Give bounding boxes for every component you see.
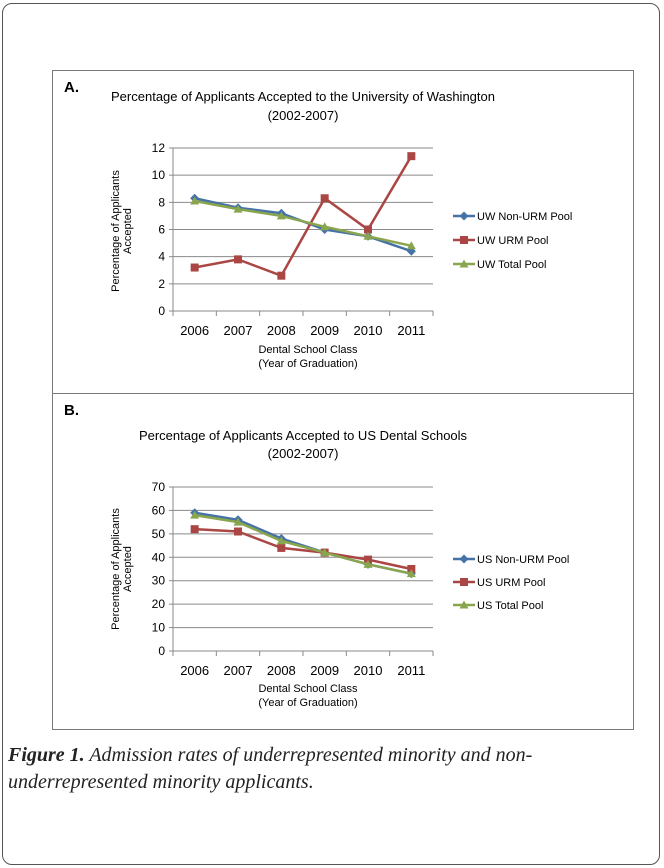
x-axis-sublabel-a: (Year of Graduation) bbox=[258, 358, 357, 370]
series-b-1 bbox=[190, 525, 416, 573]
x-tick-label-b: 2010 bbox=[354, 663, 383, 678]
data-point-b-2 bbox=[406, 569, 416, 578]
legend-marker-b-2 bbox=[459, 600, 469, 609]
data-point-b-2 bbox=[190, 510, 200, 519]
data-point-a-2 bbox=[233, 204, 243, 213]
x-tick-label-b: 2008 bbox=[267, 663, 296, 678]
data-point-a-1 bbox=[364, 225, 372, 234]
legend-marker-a-0 bbox=[459, 211, 469, 221]
x-axis-label-a: Dental School Class bbox=[258, 344, 358, 356]
y-tick-label-b: 50 bbox=[152, 527, 166, 541]
y-tick-label-b: 30 bbox=[152, 574, 166, 588]
chart-subtitle-b: (2002-2007) bbox=[268, 446, 339, 461]
legend-marker-b-0 bbox=[459, 554, 469, 564]
y-tick-label-a: 8 bbox=[158, 195, 165, 209]
y-tick-label-b: 60 bbox=[152, 503, 166, 517]
data-point-a-2 bbox=[276, 211, 286, 220]
y-tick-label-a: 4 bbox=[158, 250, 165, 264]
legend-marker-a-1 bbox=[460, 236, 468, 244]
legend-label-a-1: UW URM Pool bbox=[477, 235, 549, 247]
series-line-b-2 bbox=[194, 513, 412, 575]
y-tick-label-b: 70 bbox=[152, 480, 166, 494]
x-tick-label-a: 2010 bbox=[354, 323, 383, 338]
chart-title-a: Percentage of Applicants Accepted to the… bbox=[111, 89, 495, 104]
chart-subtitle-a: (2002-2007) bbox=[268, 108, 339, 123]
legend-label-b-0: US Non-URM Pool bbox=[477, 554, 569, 566]
data-point-a-1 bbox=[277, 271, 286, 280]
data-point-a-2 bbox=[363, 231, 373, 240]
y-axis-label-a: Percentage of Applicants bbox=[110, 170, 122, 292]
y-tick-label-b: 40 bbox=[152, 550, 166, 564]
panel-label-a: A. bbox=[64, 79, 79, 96]
data-point-b-1 bbox=[407, 565, 416, 573]
data-point-a-2 bbox=[320, 222, 330, 231]
legend-marker-a-2 bbox=[459, 259, 469, 268]
figure-caption: Figure 1. Admission rates of underrepres… bbox=[8, 742, 648, 796]
panel-label-b: B. bbox=[64, 402, 79, 419]
y-tick-label-a: 6 bbox=[158, 223, 165, 237]
chart-panel-a: A. Percentage of Applicants Accepted to t… bbox=[52, 70, 634, 394]
data-point-b-2 bbox=[363, 559, 373, 568]
data-point-a-1 bbox=[407, 152, 416, 161]
y-tick-label-b: 0 bbox=[158, 644, 165, 658]
x-tick-label-b: 2009 bbox=[310, 663, 339, 678]
y-tick-label-a: 10 bbox=[152, 168, 166, 182]
data-point-a-1 bbox=[320, 194, 329, 203]
y-tick-label-b: 20 bbox=[152, 597, 166, 611]
series-line-a-1 bbox=[194, 155, 413, 278]
caption-text: Admission rates of underrepresented mino… bbox=[8, 744, 533, 793]
x-tick-label-a: 2006 bbox=[180, 323, 209, 338]
series-line-a-2 bbox=[194, 199, 412, 248]
x-tick-label-a: 2007 bbox=[224, 323, 253, 338]
legend-label-a-2: UW Total Pool bbox=[477, 259, 547, 271]
x-tick-label-a: 2008 bbox=[267, 323, 296, 338]
data-point-a-2 bbox=[190, 196, 200, 205]
y-tick-label-a: 2 bbox=[158, 277, 165, 291]
legend-label-a-0: UW Non-URM Pool bbox=[477, 211, 572, 223]
legend-label-b-1: US URM Pool bbox=[477, 577, 545, 589]
data-point-b-1 bbox=[277, 543, 286, 552]
series-a-0 bbox=[190, 193, 416, 256]
x-tick-label-a: 2011 bbox=[397, 323, 425, 338]
x-axis-label-b: Dental School Class bbox=[258, 683, 358, 695]
x-tick-label-b: 2007 bbox=[224, 663, 253, 678]
data-point-a-2 bbox=[406, 241, 416, 250]
chart-b-svg: B. Percentage of Applicants Accepted to U… bbox=[64, 402, 569, 709]
data-point-b-1 bbox=[190, 525, 199, 534]
x-tick-label-b: 2006 bbox=[180, 663, 209, 678]
data-point-b-2 bbox=[276, 536, 286, 545]
data-point-b-2 bbox=[233, 517, 243, 526]
chart-panel-b: B. Percentage of Applicants Accepted to U… bbox=[52, 393, 634, 730]
legend-marker-b-1 bbox=[460, 578, 468, 586]
chart-a-svg: A. Percentage of Applicants Accepted to t… bbox=[64, 79, 572, 370]
x-axis-sublabel-b: (Year of Graduation) bbox=[258, 697, 357, 709]
legend-label-b-2: US Total Pool bbox=[477, 600, 543, 612]
data-point-b-2 bbox=[320, 548, 330, 557]
data-point-a-1 bbox=[234, 255, 242, 264]
series-b-2 bbox=[190, 510, 416, 578]
series-a-1 bbox=[190, 152, 416, 280]
y-tick-label-b: 10 bbox=[152, 621, 166, 635]
data-point-a-1 bbox=[190, 263, 199, 272]
y-tick-label-a: 0 bbox=[158, 304, 165, 318]
x-tick-label-a: 2009 bbox=[310, 323, 339, 338]
y-axis-label-b: Percentage of Applicants bbox=[110, 508, 122, 630]
x-tick-label-b: 2011 bbox=[397, 663, 425, 678]
y-axis-sublabel-b: Accepted bbox=[122, 546, 134, 592]
chart-title-b: Percentage of Applicants Accepted to US … bbox=[139, 428, 468, 443]
data-point-b-1 bbox=[234, 527, 242, 536]
caption-label: Figure 1. bbox=[8, 744, 85, 766]
series-line-b-1 bbox=[194, 527, 412, 571]
series-line-b-0 bbox=[194, 511, 412, 575]
data-point-b-1 bbox=[364, 555, 372, 564]
y-axis-sublabel-a: Accepted bbox=[122, 208, 134, 254]
series-a-2 bbox=[190, 196, 416, 250]
y-tick-label-a: 12 bbox=[152, 141, 166, 155]
